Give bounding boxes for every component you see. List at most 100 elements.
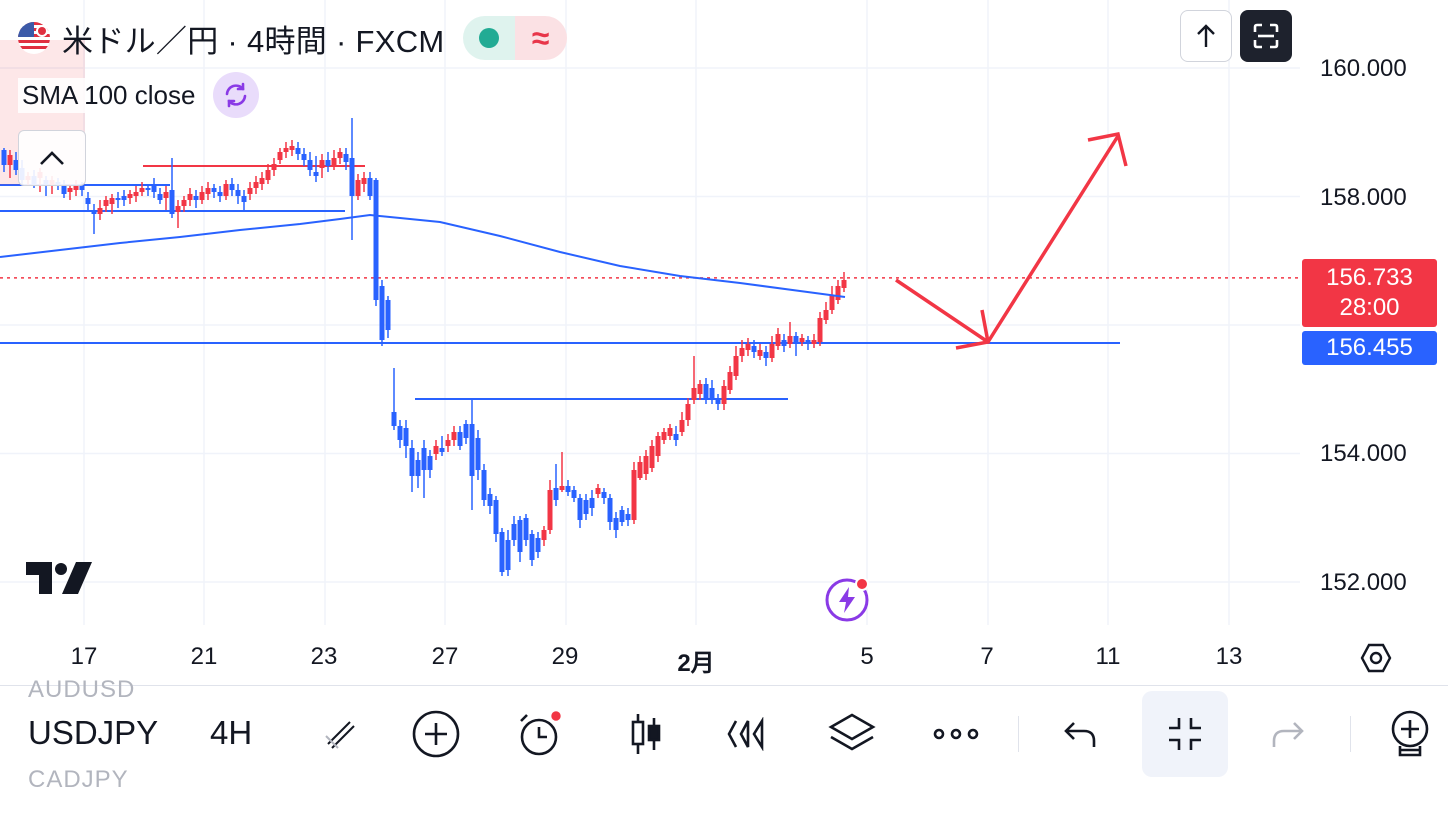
candle-body — [799, 338, 805, 342]
add-icon[interactable] — [406, 706, 466, 762]
candle-body — [451, 432, 457, 440]
candle-body — [331, 158, 337, 166]
candle-body — [181, 200, 187, 206]
candle-body — [529, 534, 535, 560]
candle-body — [337, 152, 343, 158]
candle-body — [631, 470, 637, 520]
candle-body — [691, 388, 697, 400]
candle-body — [727, 372, 733, 390]
candle-body — [403, 428, 409, 446]
candle-body — [421, 448, 427, 470]
price-label: 158.000 — [1320, 184, 1407, 211]
collapse-legend-button[interactable] — [18, 130, 86, 186]
price-label: 154.000 — [1320, 440, 1407, 467]
arrow-path — [895, 135, 1120, 344]
time-label: 2月 — [677, 650, 715, 677]
more-icon[interactable] — [926, 706, 986, 762]
fullscreen-icon — [1253, 23, 1279, 49]
candle-body — [157, 194, 163, 200]
candle-body — [283, 148, 289, 152]
candle-body — [391, 412, 397, 426]
candle-body — [487, 494, 493, 506]
candle-body — [193, 196, 199, 200]
symbol-selector[interactable]: USDJPY — [28, 714, 159, 751]
candle-body — [637, 462, 643, 478]
indicator-legend[interactable]: SMA 100 close — [18, 72, 260, 118]
candle-body — [559, 486, 565, 490]
candle-body — [739, 348, 745, 356]
candle-body — [835, 286, 841, 300]
candle-body — [85, 198, 91, 204]
indicators-icon[interactable] — [1380, 706, 1440, 762]
candle-body — [265, 170, 271, 180]
candle-body — [709, 388, 715, 398]
time-label: 29 — [551, 643, 579, 670]
candle-body — [655, 436, 661, 456]
candle-body — [133, 192, 139, 196]
time-label: 11 — [1095, 643, 1121, 670]
sma-label[interactable]: SMA 100 close — [18, 77, 200, 113]
time-label: 13 — [1215, 643, 1243, 670]
interval-selector[interactable]: 4H — [210, 714, 253, 751]
chart-area[interactable]: 米ドル／円 · 4時間 · FXCM ≈ SMA 100 close — [0, 0, 1448, 685]
flash-icon[interactable] — [824, 576, 872, 624]
alert-icon[interactable] — [510, 706, 570, 762]
market-status[interactable]: ≈ — [462, 16, 567, 60]
candle-body — [313, 172, 319, 176]
candle-body — [301, 154, 307, 160]
candle-body — [817, 318, 823, 342]
candle-body — [547, 490, 553, 530]
candle-body — [643, 456, 649, 474]
candle-body — [355, 180, 361, 196]
undo-icon[interactable] — [1050, 706, 1110, 762]
candle-body — [673, 434, 679, 440]
toolbar-divider — [1018, 716, 1019, 752]
chevron-up-icon — [40, 151, 64, 165]
annotation-arrow[interactable] — [895, 131, 1128, 350]
time-label: 23 — [310, 643, 338, 670]
time-label: 7 — [980, 643, 994, 670]
candle-body — [565, 486, 571, 492]
sync-icon[interactable] — [213, 72, 260, 118]
candle-body — [475, 438, 481, 470]
candle-body — [175, 206, 181, 212]
candle-body — [781, 340, 787, 346]
candle-body — [163, 192, 169, 198]
candle-body — [775, 334, 781, 346]
replay-icon[interactable] — [718, 706, 778, 762]
chart-type-icon[interactable] — [616, 706, 676, 762]
price-label: 160.000 — [1320, 55, 1407, 82]
candle-body — [307, 160, 313, 170]
candle-body — [661, 432, 667, 440]
candles — [1, 118, 847, 576]
candle-body — [757, 350, 763, 356]
layers-icon[interactable] — [822, 706, 882, 762]
candle-body — [703, 384, 709, 400]
candle-body — [211, 188, 217, 192]
candle-body — [829, 296, 835, 310]
candle-body — [91, 210, 97, 214]
drawings-icon[interactable] — [310, 706, 370, 762]
candle-body — [679, 420, 685, 432]
chart-legend: 米ドル／円 · 4時間 · FXCM ≈ — [18, 14, 567, 62]
market-open-icon — [462, 16, 515, 60]
candle-body — [409, 448, 415, 476]
symbol-title[interactable]: 米ドル／円 · 4時間 · FXCM — [62, 23, 445, 59]
chart-settings-button[interactable] — [1354, 636, 1398, 680]
candle-body — [109, 198, 115, 204]
scroll-up-button[interactable] — [1180, 10, 1232, 62]
candle-body — [7, 155, 13, 165]
previous-symbol[interactable]: AUDUSD — [28, 676, 136, 703]
candle-body — [433, 446, 439, 454]
fullscreen-button[interactable] — [1240, 10, 1292, 62]
redo-icon[interactable] — [1258, 706, 1318, 762]
candle-body — [685, 404, 691, 420]
tradingview-logo — [26, 560, 92, 596]
candle-body — [481, 470, 487, 500]
candle-body — [199, 192, 205, 200]
collapse-icon[interactable] — [1142, 691, 1228, 777]
candle-body — [841, 280, 847, 288]
next-symbol[interactable]: CADJPY — [28, 766, 129, 793]
candle-body — [769, 344, 775, 358]
bottom-toolbar: AUDUSD CADJPY USDJPY 4H — [0, 676, 1448, 815]
